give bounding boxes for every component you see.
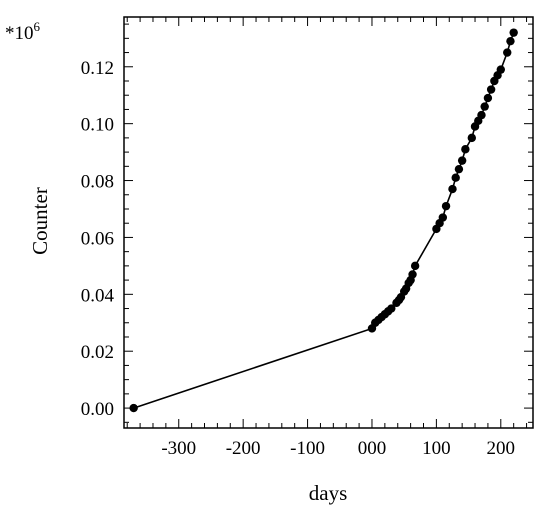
y-tick-label: 0.10: [81, 115, 114, 136]
x-tick-label: 100: [422, 438, 451, 459]
y-tick-label: 0.00: [81, 399, 114, 420]
data-point: [461, 145, 470, 154]
y-tick-label: 0.08: [81, 172, 114, 193]
x-tick-label: -300: [161, 438, 196, 459]
data-point: [410, 261, 420, 271]
y-multiplier-label: *106: [5, 19, 41, 44]
data-points: [129, 28, 518, 413]
y-tick-labels: 0.00 0.02 0.04 0.06 0.08 0.10 0.12: [81, 58, 115, 420]
data-point: [451, 173, 460, 182]
data-point: [477, 110, 486, 120]
x-tick-label: -100: [290, 438, 325, 459]
data-point: [438, 213, 448, 222]
data-point: [448, 184, 457, 194]
data-point: [486, 85, 496, 94]
data-point: [503, 48, 512, 57]
y-multiplier-exponent: 6: [34, 19, 41, 34]
data-point: [408, 270, 417, 279]
plot-frame: [123, 16, 534, 429]
x-tick-label: 000: [358, 438, 387, 459]
data-point: [387, 304, 396, 313]
x-tick-labels: -300 -200 -100 000 100 200: [161, 438, 515, 459]
y-tick-label: 0.02: [81, 342, 114, 363]
data-point: [441, 201, 451, 211]
x-axis-label: days: [309, 481, 348, 505]
data-point: [454, 164, 464, 174]
x-tick-label: 200: [487, 438, 516, 459]
data-point: [483, 93, 493, 103]
y-tick-label: 0.06: [81, 228, 114, 249]
x-tick-label: -200: [226, 438, 261, 459]
series-line: [133, 32, 515, 409]
y-axis-label: Counter: [28, 187, 52, 255]
data-point: [509, 28, 518, 37]
y-multiplier-base: *10: [5, 23, 34, 44]
data-point: [496, 65, 505, 74]
data-point: [467, 133, 477, 143]
y-tick-label: 0.12: [81, 58, 114, 79]
data-point: [129, 403, 138, 413]
y-tick-label: 0.04: [81, 285, 115, 306]
data-point: [480, 102, 489, 111]
data-point: [506, 36, 515, 46]
axis-ticks: [124, 17, 533, 428]
data-point: [457, 156, 467, 165]
